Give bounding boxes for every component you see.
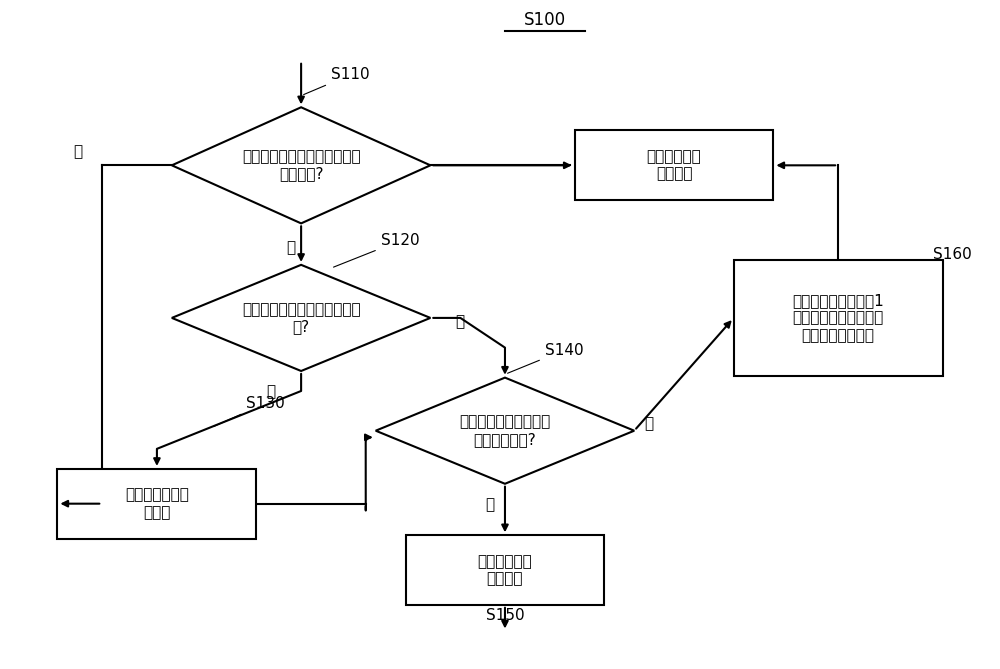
Text: 否: 否 <box>644 417 653 432</box>
FancyBboxPatch shape <box>57 469 256 539</box>
Text: 判断当前工艺步骤是否为点火
工艺步骤?: 判断当前工艺步骤是否为点火 工艺步骤? <box>242 149 360 181</box>
Text: 将工艺步骤计数器减1
，并改变当前工艺步骤
的起辉影响因子值: 将工艺步骤计数器减1 ，并改变当前工艺步骤 的起辉影响因子值 <box>792 293 884 343</box>
Polygon shape <box>376 377 634 484</box>
Text: 判断起辉失败次数是否
超出报警阈值?: 判断起辉失败次数是否 超出报警阈值? <box>459 415 551 447</box>
FancyBboxPatch shape <box>734 260 943 376</box>
Text: 否: 否 <box>73 145 82 159</box>
Text: 判断当前工艺步骤是否起辉成
功?: 判断当前工艺步骤是否起辉成 功? <box>242 302 360 334</box>
Text: S130: S130 <box>214 396 285 426</box>
Polygon shape <box>172 265 430 371</box>
Text: 是: 是 <box>485 497 495 512</box>
Text: 是: 是 <box>267 384 276 399</box>
Text: S150: S150 <box>486 608 524 623</box>
Text: 否: 否 <box>455 314 464 328</box>
Text: S160: S160 <box>933 248 971 262</box>
Text: 输出起辉失败
报警信号: 输出起辉失败 报警信号 <box>478 554 532 586</box>
FancyBboxPatch shape <box>406 535 604 605</box>
FancyBboxPatch shape <box>575 130 773 200</box>
Text: 重复执行当前
工艺步骤: 重复执行当前 工艺步骤 <box>647 149 701 181</box>
Text: S140: S140 <box>508 343 583 373</box>
Text: S100: S100 <box>524 11 566 29</box>
Text: 顺次执行下一工
艺步骤: 顺次执行下一工 艺步骤 <box>125 488 189 520</box>
Text: 是: 是 <box>287 240 296 255</box>
Polygon shape <box>172 107 430 223</box>
Text: S110: S110 <box>304 68 370 94</box>
Text: S120: S120 <box>334 233 419 267</box>
